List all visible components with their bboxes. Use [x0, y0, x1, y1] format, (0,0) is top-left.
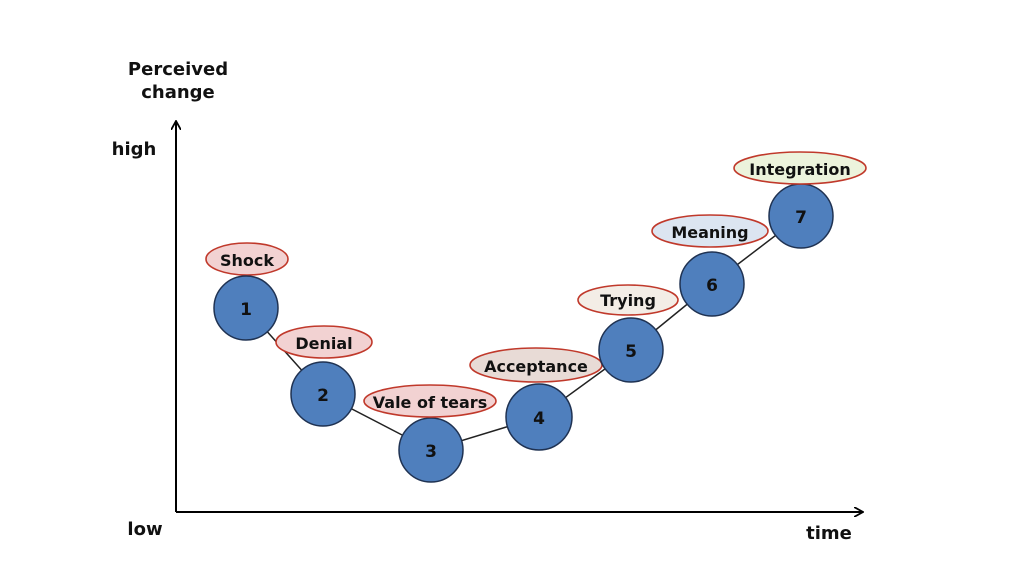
stage-node	[398, 417, 464, 483]
stage-label-bubble	[577, 284, 679, 316]
y-axis-title-line1: Perceived	[128, 59, 228, 80]
stage-node	[598, 317, 664, 383]
stage-node	[679, 251, 745, 317]
stage-label-bubble	[205, 242, 289, 276]
stage-number: 2	[317, 386, 329, 406]
stage-label: Meaning	[671, 223, 748, 242]
stage-label: Acceptance	[484, 357, 588, 376]
stage-label: Trying	[600, 291, 656, 310]
stage-label: Integration	[749, 160, 851, 179]
stage-number: 4	[533, 409, 545, 429]
stage-4: 4 Acceptance	[469, 347, 603, 451]
stage-label-bubble	[363, 384, 497, 418]
stage-3: 3 Vale of tears	[363, 384, 497, 483]
y-axis-high-label: high	[112, 139, 157, 160]
stage-node	[213, 275, 279, 341]
y-axis-title-line2: change	[141, 82, 215, 103]
stage-node	[290, 361, 356, 427]
stage-1: Shock 1	[205, 242, 289, 341]
stage-label: Vale of tears	[373, 393, 487, 412]
x-axis-time-label: time	[806, 523, 852, 544]
stage-node	[505, 383, 573, 451]
stage-label-bubble	[651, 214, 769, 248]
stage-6: 6 Meaning	[651, 214, 769, 317]
stage-number: 5	[625, 342, 637, 362]
stage-2: Denial 2	[275, 325, 373, 427]
stage-7: 7 Integration	[733, 151, 867, 249]
stage-number: 1	[240, 300, 252, 320]
stage-number: 7	[795, 208, 807, 228]
stage-label-bubble	[733, 151, 867, 185]
stage-label: Shock	[220, 251, 274, 270]
stage-number: 6	[706, 276, 718, 296]
stage-5: Trying 5	[577, 284, 679, 383]
stage-label: Denial	[295, 334, 352, 353]
stage-number: 3	[425, 442, 437, 462]
y-axis-low-label: low	[127, 519, 162, 540]
stage-label-bubble	[275, 325, 373, 359]
